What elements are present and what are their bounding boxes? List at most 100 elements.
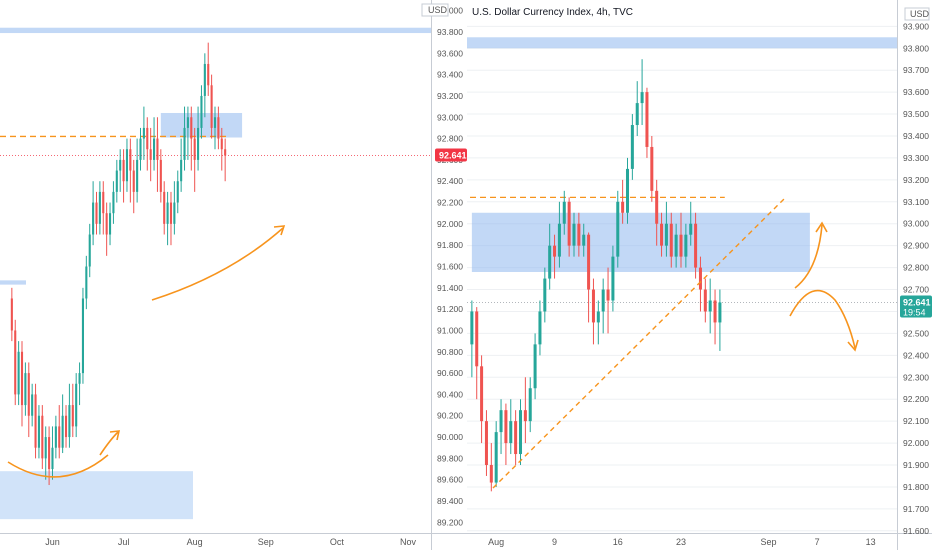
daily-candle-body [68,405,71,438]
daily-candle-body [98,191,101,224]
4h-currency-text: USD [910,9,930,19]
daily-candle-body [54,426,57,448]
daily-price-tick-label: 91.000 [437,325,463,335]
daily-candle-body [44,437,47,459]
daily-time-tick-label: Oct [330,537,345,547]
daily-price-tick-label: 91.200 [437,304,463,314]
daily-chart-background [0,0,432,533]
daily-candle-body [112,191,115,214]
daily-price-tick-label: 89.400 [437,496,463,506]
4h-time-tick-label: Aug [488,537,504,547]
4h-candle-body [577,223,581,246]
4h-price-tick-label: 92.400 [903,350,929,360]
4h-candle-body [572,223,576,246]
4h-candle-body [650,146,654,191]
daily-arrowhead-small [109,430,121,441]
4h-price-tick-label: 92.700 [903,285,929,295]
4h-candle-body [640,92,644,104]
4h-price-tick-label: 91.600 [903,526,929,536]
4h-candle-body [674,234,678,257]
daily-drawings [7,225,286,478]
daily-candle-body [132,170,135,192]
daily-candle-body [41,415,44,459]
4h-candle-body [480,366,484,422]
4h-chart-title: U.S. Dollar Currency Index, 4h, TVC [472,7,633,18]
daily-price-tick-label: 90.000 [437,432,463,442]
daily-candle-body [203,63,206,96]
daily-candle-body [81,298,85,374]
daily-price-tick-label: 89.800 [437,453,463,463]
4h-candle-body [713,300,717,323]
4h-time-tick-label: 9 [552,537,557,547]
daily-candle-body [156,138,159,160]
4h-price-tick-label: 91.800 [903,482,929,492]
daily-candle-body [92,202,95,235]
daily-price-tick-label: 89.200 [437,517,463,527]
4h-currency-label: USD [904,7,930,21]
daily-time-tick-label: Jun [45,537,60,547]
4h-price-zone [471,212,810,272]
daily-candle-body [224,149,227,156]
daily-time-tick-label: Sep [258,537,274,547]
daily-candle-body [27,373,30,416]
daily-candles [10,42,227,486]
4h-candle-body [484,421,488,466]
daily-candle-body [176,181,179,203]
4h-candle-body [543,278,547,312]
daily-candle-body [78,373,81,384]
4h-candle-body [655,190,659,224]
daily-candle-body [85,266,88,299]
daily-candle-body [31,394,34,416]
daily-price-zone [0,27,432,34]
4h-price-zone [467,37,897,49]
daily-candle-body [149,149,152,160]
4h-price-tick-label: 93.600 [903,87,929,97]
daily-price-axis: 94.000 93.800 93.600 93.400 93.200 93.000 92.8… [437,6,463,528]
daily-price-tick-label: 89.600 [437,475,463,485]
4h-candle-body [591,289,595,323]
daily-price-tick-label: 90.400 [437,389,463,399]
daily-candle-body [10,298,13,331]
daily-price-tick-label: 91.800 [437,240,463,250]
daily-candle-body [210,85,213,128]
4h-drawings [492,197,859,489]
daily-candle-body [193,138,196,160]
daily-candle-body [125,149,129,182]
4h-bearish-arrowhead [847,339,859,352]
daily-price-tick-label: 91.400 [437,283,463,293]
4h-bearish-arrow [789,289,856,349]
daily-candle-body [200,95,203,128]
daily-price-tick-label: 93.400 [437,70,463,80]
4h-candle-body [499,410,503,433]
daily-currency-label: USD [421,3,449,17]
daily-candle-body [14,330,17,395]
4h-price-tick-label: 93.700 [903,65,929,75]
daily-candle-body [71,405,74,427]
daily-candle-body [119,159,122,171]
daily-candle-body [159,159,162,192]
4h-candle-body [509,421,513,444]
4h-zones [467,37,897,272]
4h-price-tick-label: 92.300 [903,372,929,382]
daily-arrowhead-large [273,225,286,236]
4h-candle-body [679,234,683,257]
daily-candle-body [146,127,149,150]
4h-candle-body [625,168,630,213]
daily-candle-body [180,159,183,182]
daily-candle-body [220,138,223,150]
daily-candle-body [48,437,51,470]
daily-time-axis: Jun Jul Aug Sep Oct Nov [45,537,416,547]
daily-candle-body [34,394,37,448]
4h-candle-body [596,311,600,323]
4h-candle-body [601,289,605,312]
4h-candle-body [606,289,610,301]
4h-time-tick-label: 7 [815,537,820,547]
4h-candle-body [664,223,668,246]
daily-price-tick-label: 92.200 [437,198,463,208]
daily-price-zone [0,471,193,520]
4h-candle-body [562,201,566,224]
daily-candle-body [102,191,105,214]
daily-candle-body [217,117,220,139]
